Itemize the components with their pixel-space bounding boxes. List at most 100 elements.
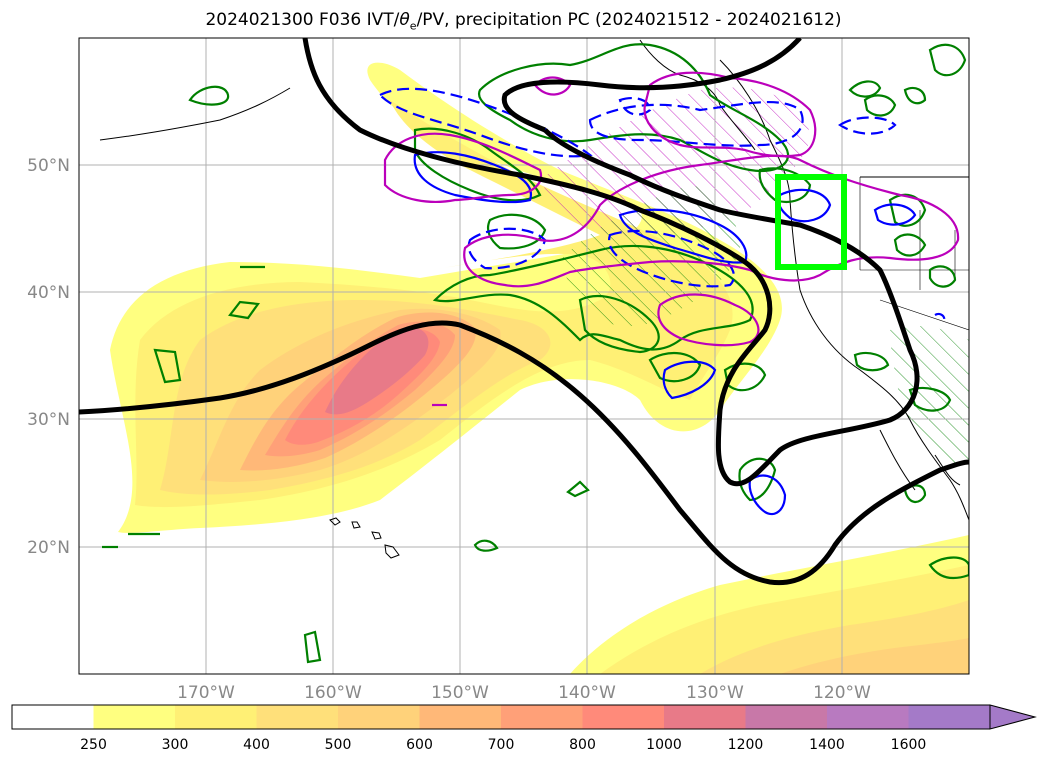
blue-dashed-contour	[934, 312, 946, 323]
magenta-contour	[463, 154, 960, 288]
green-hatch-region	[560, 185, 740, 327]
aleutians	[99, 87, 291, 141]
green-contour	[432, 244, 754, 351]
green-hatch-region-2	[890, 325, 969, 470]
hawaii-4	[384, 544, 400, 559]
green-contour	[758, 167, 812, 203]
blue-dashed-contour	[588, 101, 804, 147]
green-contour	[413, 127, 542, 202]
lon-label-160: 160°W	[304, 683, 362, 703]
green-contour	[578, 295, 660, 354]
blue-solid-contour	[413, 151, 533, 204]
green-contour	[303, 630, 322, 664]
colorbar-cell	[93, 705, 176, 729]
lon-label-170: 170°W	[177, 683, 235, 703]
green-contour	[473, 539, 499, 552]
lat-label-40: 40°N	[27, 283, 70, 303]
chart-title: 2024021300 F036 IVT/θe/PV, precipitation…	[0, 10, 1047, 32]
colorbar-tick-label: 250	[80, 737, 107, 753]
north-america-coast	[719, 59, 969, 521]
lat-label-30: 30°N	[27, 410, 70, 430]
colorbar-cell	[338, 705, 420, 729]
green-contour	[928, 43, 967, 77]
title-theta: θ	[399, 10, 410, 30]
lon-label-140: 140°W	[558, 683, 616, 703]
green-contour	[738, 457, 777, 502]
colorbar-cell	[419, 705, 502, 729]
hawaii-3	[371, 531, 382, 540]
green-contour	[566, 480, 590, 498]
colorbar-cell	[256, 705, 339, 729]
magenta-contour	[657, 293, 760, 347]
blue-dashed-contour	[837, 116, 897, 135]
colorbar-cell	[175, 705, 257, 729]
lat-label-20: 20°N	[27, 538, 70, 558]
pv-contours	[79, 38, 969, 586]
colorbar-cell	[501, 705, 583, 729]
colorbar-cells	[11, 704, 1037, 730]
title-theta-sub: e	[409, 19, 417, 33]
lon-label-150: 150°W	[431, 683, 489, 703]
ivt-shading	[110, 62, 969, 674]
green-contour	[928, 265, 957, 288]
colorbar-labels: 250 300 400 500 600 700 800 1000 1200 1400 1600	[80, 737, 926, 753]
colorbar-cell	[12, 705, 94, 729]
colorbar-cell	[664, 705, 746, 729]
title-rest: /PV, precipitation PC (2024021512 - 2024…	[416, 10, 842, 30]
colorbar-tick-label: 1000	[646, 737, 682, 753]
colorbar-cell	[908, 705, 991, 729]
green-contour	[153, 348, 182, 384]
colorbar-tick-label: 700	[488, 737, 515, 753]
blue-solid-contour	[662, 360, 717, 400]
blue-dashed-contour	[618, 96, 652, 116]
lat-label-50: 50°N	[27, 156, 70, 176]
green-contour	[903, 86, 927, 105]
map-area	[79, 38, 969, 674]
highlight-box	[775, 174, 847, 270]
hawaii-1	[329, 517, 341, 526]
ivt-south-500	[780, 638, 969, 674]
blue-dashed-contour	[608, 229, 735, 288]
colorbar-tick-label: 1200	[728, 737, 764, 753]
blue-dashed-contour	[378, 87, 593, 158]
green-contour	[848, 80, 882, 98]
pv-contour-loop	[501, 38, 802, 133]
title-run: 2024021300 F036 IVT/	[205, 10, 400, 30]
colorbar-cell	[827, 705, 909, 729]
magenta-contour	[383, 132, 543, 203]
lon-label-120: 120°W	[813, 683, 871, 703]
pv-contour-south	[79, 320, 969, 586]
magenta-contour	[533, 76, 572, 96]
hawaii-2	[351, 521, 361, 529]
colorbar-extend-arrow	[989, 704, 1037, 730]
green-contour	[908, 386, 952, 412]
green-contour	[853, 351, 890, 372]
blue-solid-contour	[873, 203, 917, 226]
ivt-1000	[325, 328, 429, 415]
colorbar-cell	[582, 705, 665, 729]
blue-solid-contour	[748, 474, 787, 516]
green-contour	[928, 556, 969, 580]
colorbar-tick-label: 1600	[891, 737, 927, 753]
lat-labels: 50°N 40°N 30°N 20°N	[27, 156, 70, 558]
colorbar-tick-label: 400	[243, 737, 270, 753]
colorbar-tick-label: 300	[162, 737, 189, 753]
blue-contours	[378, 87, 946, 516]
colorbar-cell	[745, 705, 828, 729]
green-contour	[893, 233, 927, 257]
colorbar-tick-label: 800	[569, 737, 596, 753]
lon-label-130: 130°W	[686, 683, 744, 703]
colorbar-tick-label: 500	[325, 737, 352, 753]
blue-dashed-contour	[467, 227, 547, 270]
colorbar-tick-label: 600	[406, 737, 433, 753]
green-contour	[228, 300, 260, 320]
pv-contour-north	[302, 38, 920, 487]
lon-labels: 170°W 160°W 150°W 140°W 130°W 120°W	[177, 683, 871, 703]
green-contour	[863, 94, 897, 117]
green-contour	[188, 85, 230, 106]
colorbar-frame	[11, 704, 990, 730]
green-contour	[648, 352, 702, 383]
green-contour	[486, 213, 547, 250]
colorbar-tick-label: 1400	[809, 737, 845, 753]
